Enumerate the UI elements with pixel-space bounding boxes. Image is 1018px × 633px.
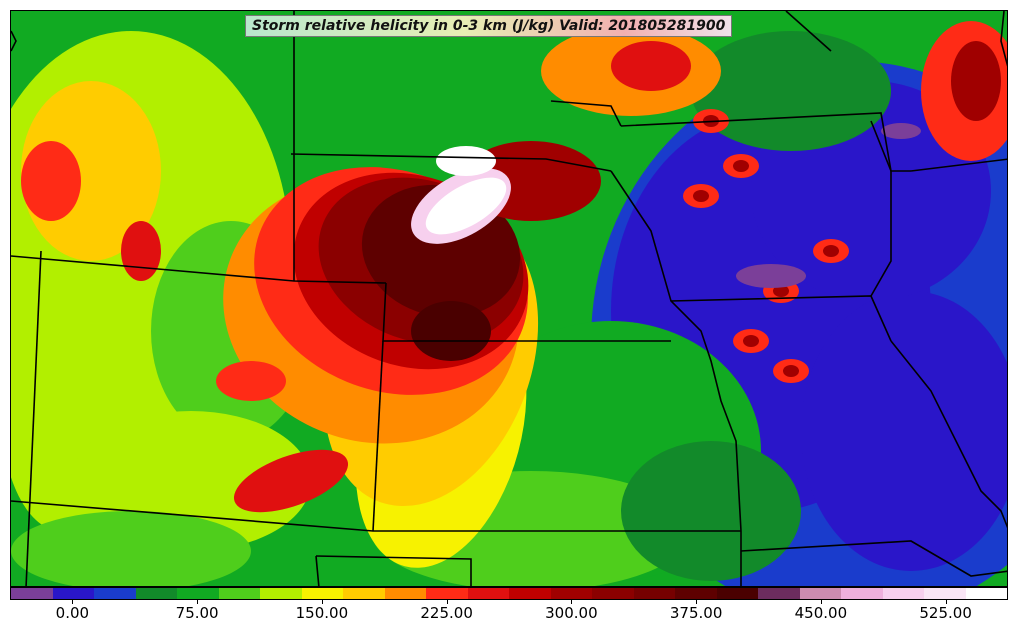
state-border-line (870, 120, 892, 297)
state-border-line (11, 30, 17, 52)
helicity-contour (736, 264, 806, 288)
helicity-contour (621, 441, 801, 581)
colorbar-segment (426, 588, 468, 599)
state-border-line (315, 555, 320, 586)
colorbar-segment (550, 588, 592, 599)
state-border-line (610, 170, 742, 586)
helicity-contour (691, 31, 891, 151)
state-border-line (550, 100, 622, 127)
state-border-line (11, 255, 387, 284)
helicity-contour (233, 449, 349, 513)
state-border-line (890, 340, 1007, 529)
colorbar-segment (467, 588, 509, 599)
state-border-line (290, 153, 612, 172)
colorbar-tick-label: 450.00 (794, 604, 848, 622)
helicity-contour (21, 141, 81, 221)
state-border-line (11, 500, 741, 532)
helicity-map (10, 10, 1008, 587)
colorbar-tick-mark (820, 600, 822, 604)
colorbar-segment (675, 588, 717, 599)
state-border-line (740, 540, 1007, 577)
state-border-line (1000, 11, 1007, 67)
colorbar-tick-label: 0.00 (55, 604, 90, 622)
colorbar-segment (509, 588, 551, 599)
colorbar-tick-label: 375.00 (669, 604, 723, 622)
colorbar-segment (52, 588, 94, 599)
colorbar-tick-mark (945, 600, 947, 604)
colorbar-segment (260, 588, 302, 599)
helicity-contour (951, 41, 1001, 121)
colorbar-tick-mark (321, 600, 323, 604)
state-borders (11, 11, 1007, 586)
state-border-line (785, 11, 832, 52)
state-border-line (25, 250, 42, 586)
helicity-contour (121, 221, 161, 281)
state-border-line (315, 555, 472, 586)
colorbar-tick-label: 300.00 (545, 604, 598, 622)
helicity-contour (216, 361, 286, 401)
colorbar-tick-mark (197, 600, 199, 604)
colorbar-tick-mark (696, 600, 698, 604)
helicity-contour (801, 291, 1007, 571)
colorbar-tick-mark (446, 600, 448, 604)
state-border-line (372, 340, 384, 532)
helicity-contour (693, 190, 709, 202)
helicity-contour (823, 245, 839, 257)
colorbar (10, 587, 1008, 600)
colorbar-tick-mark (72, 600, 74, 604)
colorbar-segment (94, 588, 136, 599)
colorbar-tick-label: 150.00 (295, 604, 349, 622)
colorbar-tick-mark (571, 600, 573, 604)
helicity-contour (436, 146, 496, 176)
helicity-field-layer (11, 11, 1007, 586)
colorbar-segment (799, 588, 841, 599)
state-border-line (620, 112, 911, 172)
colorbar-segment (384, 588, 426, 599)
helicity-contour (743, 335, 759, 347)
helicity-contour (881, 123, 921, 139)
colorbar-segment (716, 588, 758, 599)
colorbar-segment (758, 588, 800, 599)
colorbar-tick-label: 225.00 (420, 604, 473, 622)
colorbar-segment (218, 588, 260, 599)
colorbar-segment (343, 588, 385, 599)
state-border-line (910, 158, 1007, 172)
colorbar-tick-label: 75.00 (175, 604, 219, 622)
helicity-contour (425, 177, 507, 235)
helicity-contour (611, 41, 691, 91)
colorbar-segment (177, 588, 219, 599)
colorbar-segment (882, 588, 924, 599)
helicity-contour (783, 365, 799, 377)
helicity-contour (773, 285, 789, 297)
colorbar-tick-label: 525.00 (919, 604, 972, 622)
colorbar-segment (592, 588, 634, 599)
colorbar-segment (135, 588, 177, 599)
map-title: Storm relative helicity in 0-3 km (J/kg)… (245, 15, 733, 37)
colorbar-segment (301, 588, 343, 599)
helicity-contour (411, 301, 491, 361)
helicity-contour (733, 160, 749, 172)
colorbar-segment (633, 588, 675, 599)
colorbar-segment (841, 588, 883, 599)
colorbar-ticks: 0.00 75.00 150.00 225.00 300.00 375.00 450.00 5… (10, 600, 1008, 630)
colorbar-segment (965, 588, 1007, 599)
colorbar-segment (924, 588, 966, 599)
helicity-contour (11, 511, 251, 586)
colorbar-segment (11, 588, 53, 599)
